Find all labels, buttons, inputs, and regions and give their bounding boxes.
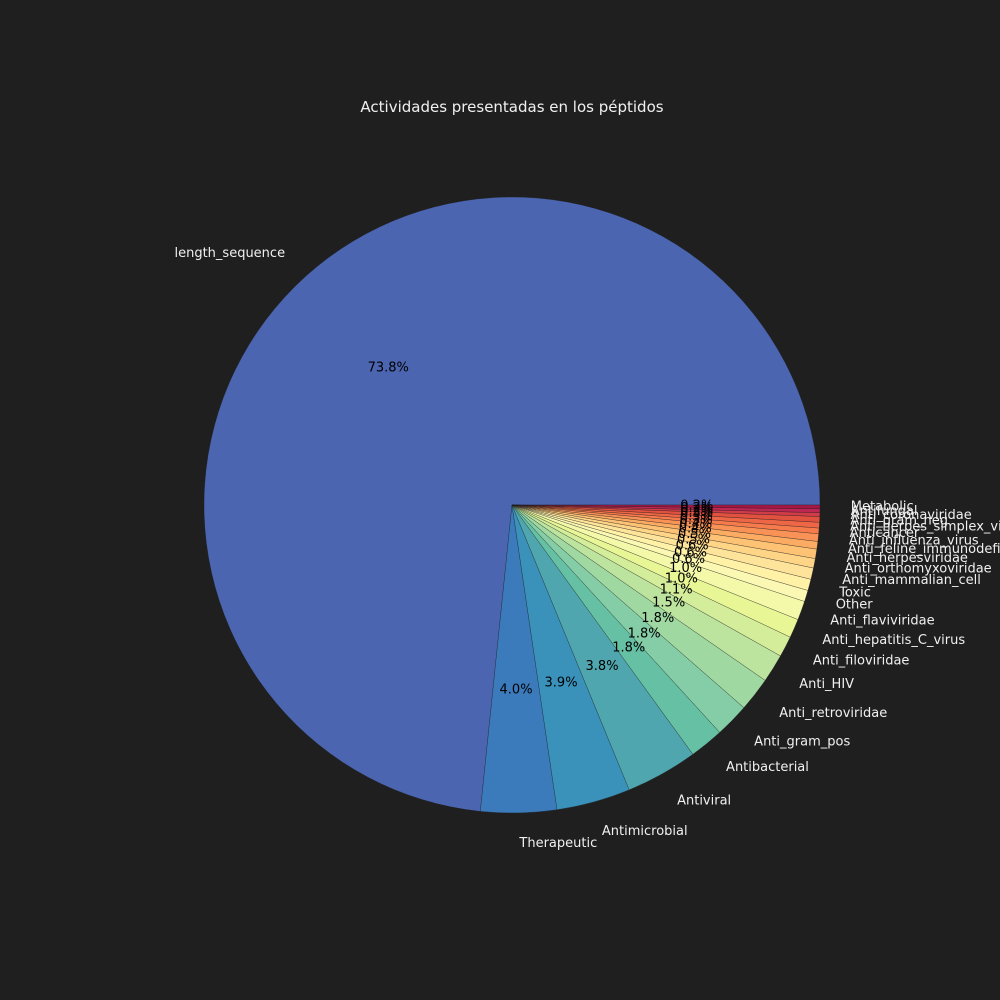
pie-category-label: Anti_mammalian_cell [842, 573, 981, 588]
pie-category-label: Therapeutic [518, 836, 597, 851]
pie-percent-label: 0.2% [680, 501, 713, 516]
pie-category-label: Antifungal [851, 504, 918, 519]
pie-category-label: Anti_orthomyxoviridae [845, 562, 992, 577]
pie-category-label: Other [836, 598, 874, 613]
pie-percent-label: 0.2% [680, 499, 713, 514]
pie-category-label: Anti_HIV [799, 677, 854, 692]
pie-percent-label: 0.5% [677, 532, 710, 547]
pie-category-label: Anti_gram_pos [754, 734, 850, 749]
pie-percent-label: 0.6% [674, 545, 707, 560]
pie-category-label: Antiviral [677, 793, 731, 808]
pie-percent-label: 0.2% [680, 503, 713, 518]
pie-percent-label: 3.9% [545, 676, 578, 691]
pie-percent-label: 1.8% [628, 627, 661, 642]
pie-category-label: Anti_retroviridae [779, 706, 887, 721]
pie-category-label: Anti_herpesviridae [847, 551, 968, 566]
pie-category-label: Metabolic [851, 500, 914, 515]
pie-category-label: Antibacterial [726, 760, 809, 775]
pie-percent-label: 0.4% [679, 517, 712, 532]
chart-title: Actividades presentadas en los péptidos [360, 98, 663, 116]
pie-percent-label: 1.8% [641, 611, 674, 626]
pie-category-label: Anticancer [850, 526, 920, 541]
pie-percent-labels: 73.8%4.0% 3.9%3.8%1.8%1.8%1.8%1.5%1.1%1.0… [368, 360, 714, 697]
pie-category-labels: length_sequence Therapeutic Antimicrobial A… [174, 246, 1000, 851]
pie-category-label: Anti_filoviridae [813, 653, 910, 668]
pie-slice [511, 504, 821, 509]
pie-percent-label: 1.0% [669, 561, 702, 576]
pie-percent-label: 0.4% [679, 522, 712, 537]
pie-category-label: length_sequence [174, 246, 285, 261]
pie-category-label: Toxic [838, 585, 871, 600]
pie-slices [203, 196, 821, 814]
pie-percent-label: 0.3% [680, 513, 713, 528]
pie-category-label: Anti_influenza_virus [849, 533, 979, 548]
pie-category-label: Anti_feline_immunodeficiency_virus [848, 542, 1000, 557]
pie-percent-label: 0.5% [678, 527, 711, 542]
pie-percent-label: 1.1% [660, 582, 693, 597]
pie-percent-label: 73.8% [368, 360, 409, 375]
pie-percent-label: 1.8% [612, 641, 645, 656]
pie-percent-label: 0.3% [680, 506, 713, 521]
pie-category-label: Anti_hepatitis_C_virus [822, 633, 965, 648]
pie-percent-label: 0.6% [672, 552, 705, 567]
pie-percent-label: 3.8% [586, 659, 619, 674]
pie-category-label: Antimicrobial [602, 824, 688, 839]
pie-percent-label: 0.6% [676, 539, 709, 554]
pie-slice [203, 196, 821, 812]
pie-percent-label: 1.5% [652, 596, 685, 611]
pie-percent-label: 1.0% [665, 572, 698, 587]
pie-percent-label: 4.0% [500, 682, 533, 697]
pie-category-label: Anti_flaviviridae [830, 614, 934, 629]
pie-category-label: Anti_herpes_simplex_virus [850, 520, 1000, 535]
pie-percent-label: 0.3% [680, 510, 713, 525]
pie-category-label: Anti_gram_neg [850, 513, 948, 528]
pie-category-label: Anti_coronaviridae [851, 508, 972, 523]
